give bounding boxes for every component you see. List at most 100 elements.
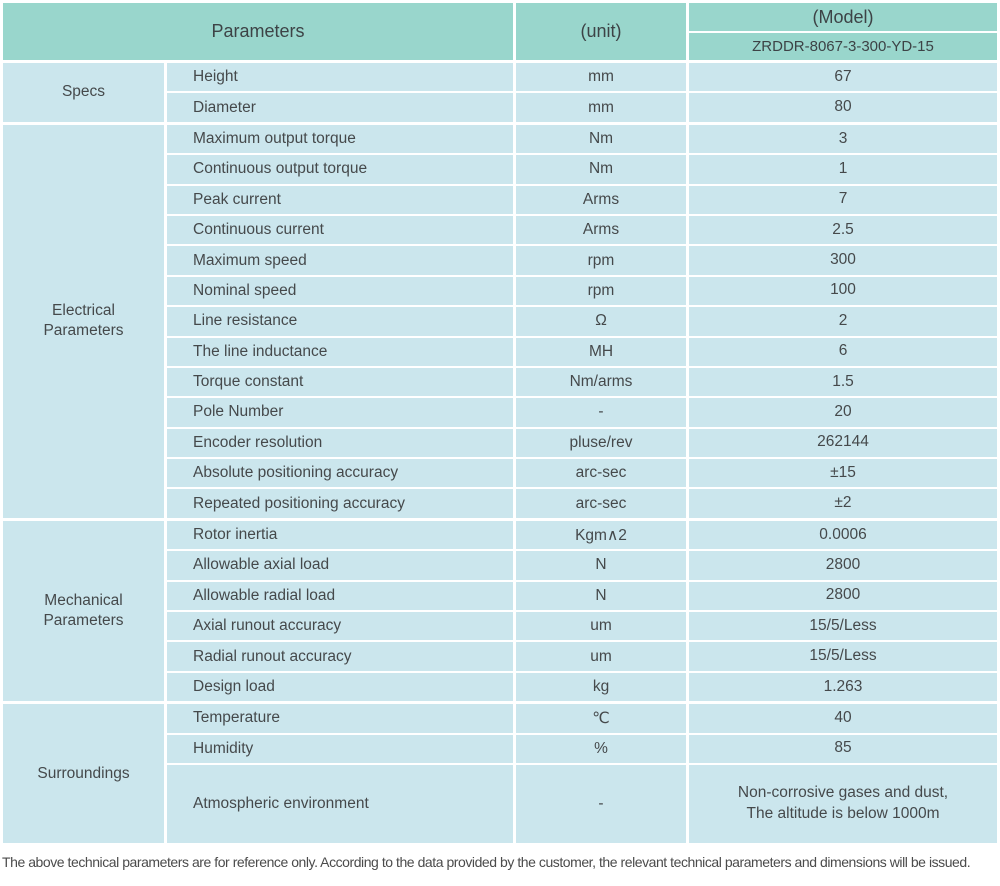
param-unit: - [516,398,686,427]
param-unit: N [516,581,686,611]
section-label: Surroundings [3,704,164,843]
param-value: 80 [689,93,997,122]
param-unit: Kgm∧2 [516,520,686,550]
param-unit: mm [516,93,686,122]
param-unit: Nm/arms [516,367,686,397]
param-unit: MH [516,337,686,366]
table-row: Diameter mm 80 [167,93,997,122]
param-name: Continuous output torque [167,155,513,184]
param-name: Continuous current [167,215,513,245]
param-value: 100 [689,276,997,306]
param-unit: Arms [516,185,686,214]
table-row: Maximum speed rpm 300 [167,246,997,275]
table-row: Allowable axial load N 2800 [167,551,997,580]
table-row: Height mm 67 [167,63,997,92]
section-specs: Specs Height mm 67 Diameter mm 80 [3,63,997,122]
param-name: Atmospheric environment [167,764,513,843]
section-surroundings: Surroundings Temperature ℃ 40 Humidity% 85 Atm… [3,704,997,843]
param-unit: um [516,612,686,641]
param-unit: ℃ [516,704,686,733]
param-value: 2 [689,307,997,336]
param-name: Height [167,63,513,92]
table-row: Design load kg 1.263 [167,672,997,702]
param-value: 2800 [689,581,997,611]
param-value: 262144 [689,428,997,458]
param-unit: arc-sec [516,459,686,488]
param-value: 40 [689,704,997,733]
section-label: Electrical Parameters [3,124,164,518]
table-row: Encoder resolution pluse/rev 262144 [167,428,997,458]
param-name: Rotor inertia [167,520,513,550]
header-unit: (unit) [516,3,686,60]
section-label: Mechanical Parameters [3,520,164,702]
table-body: Specs Height mm 67 Diameter mm 80 Electrical Pa… [3,63,997,843]
table-row: Humidity% 85 [167,734,997,763]
table-row: Peak current Arms 7 [167,185,997,214]
section-rows: Rotor inertia Kgm∧2 0.0006 Allowable axial … [167,520,997,702]
param-value: ±2 [689,489,997,518]
param-unit: Arms [516,215,686,245]
table-row: Torque constant Nm/arms 1.5 [167,367,997,397]
param-name: Allowable axial load [167,551,513,580]
param-unit: Ω [516,307,686,336]
param-unit: % [516,734,686,763]
param-value: 15/5/Less [689,642,997,671]
param-value: 1.263 [689,672,997,702]
table-row: The line inductance MH 6 [167,337,997,366]
param-value: 6 [689,337,997,366]
table-row: Pole Number -20 [167,398,997,427]
header-model-value: ZRDDR-8067-3-300-YD-15 [689,33,997,60]
param-name: Temperature [167,704,513,733]
param-name: Radial runout accuracy [167,642,513,671]
param-value: 3 [689,124,997,154]
param-name: The line inductance [167,337,513,366]
param-unit: um [516,642,686,671]
param-value: 2.5 [689,215,997,245]
param-name: Nominal speed [167,276,513,306]
param-value: 67 [689,63,997,92]
section-label: Specs [3,63,164,122]
param-unit: kg [516,672,686,702]
param-unit: arc-sec [516,489,686,518]
param-unit: pluse/rev [516,428,686,458]
param-value: 1.5 [689,367,997,397]
section-rows: Height mm 67 Diameter mm 80 [167,63,997,122]
header-parameters: Parameters [3,3,513,60]
param-value: 300 [689,246,997,275]
param-name: Axial runout accuracy [167,612,513,641]
param-name: Torque constant [167,367,513,397]
table-row: Continuous current Arms 2.5 [167,215,997,245]
table-row: Rotor inertia Kgm∧2 0.0006 [167,520,997,550]
param-value: 15/5/Less [689,612,997,641]
table-row: Nominal speed rpm 100 [167,276,997,306]
param-value: 2800 [689,551,997,580]
param-unit: Nm [516,124,686,154]
param-value: 1 [689,155,997,184]
table-header: Parameters (unit) (Model) ZRDDR-8067-3-3… [3,3,997,60]
param-value: 85 [689,734,997,763]
table-row: Axial runout accuracy um 15/5/Less [167,612,997,641]
param-value: 7 [689,185,997,214]
param-value: 20 [689,398,997,427]
table-row: Maximum output torque Nm 3 [167,124,997,154]
section-mechanical-parameters: Mechanical Parameters Rotor inertia Kgm∧2 0… [3,520,997,702]
footer-note: The above technical parameters are for r… [2,854,971,870]
table-row: Absolute positioning accuracy arc-sec ±15 [167,459,997,488]
table-row: Allowable radial load N 2800 [167,581,997,611]
param-unit: mm [516,63,686,92]
param-unit: - [516,764,686,843]
table-row: Temperature ℃ 40 [167,704,997,733]
param-value: ±15 [689,459,997,488]
param-name: Absolute positioning accuracy [167,459,513,488]
param-value: Non-corrosive gases and dust, The altitu… [689,764,997,843]
param-name: Repeated positioning accuracy [167,489,513,518]
section-rows: Maximum output torque Nm 3 Continuous outpu… [167,124,997,518]
table-row: Repeated positioning accuracy arc-sec ±2 [167,489,997,518]
param-unit: N [516,551,686,580]
param-unit: Nm [516,155,686,184]
param-name: Design load [167,672,513,702]
spec-table: Parameters (unit) (Model) ZRDDR-8067-3-3… [3,3,997,843]
header-model-group: (Model) ZRDDR-8067-3-300-YD-15 [689,3,997,60]
param-name: Maximum output torque [167,124,513,154]
table-row: Line resistance Ω 2 [167,307,997,336]
